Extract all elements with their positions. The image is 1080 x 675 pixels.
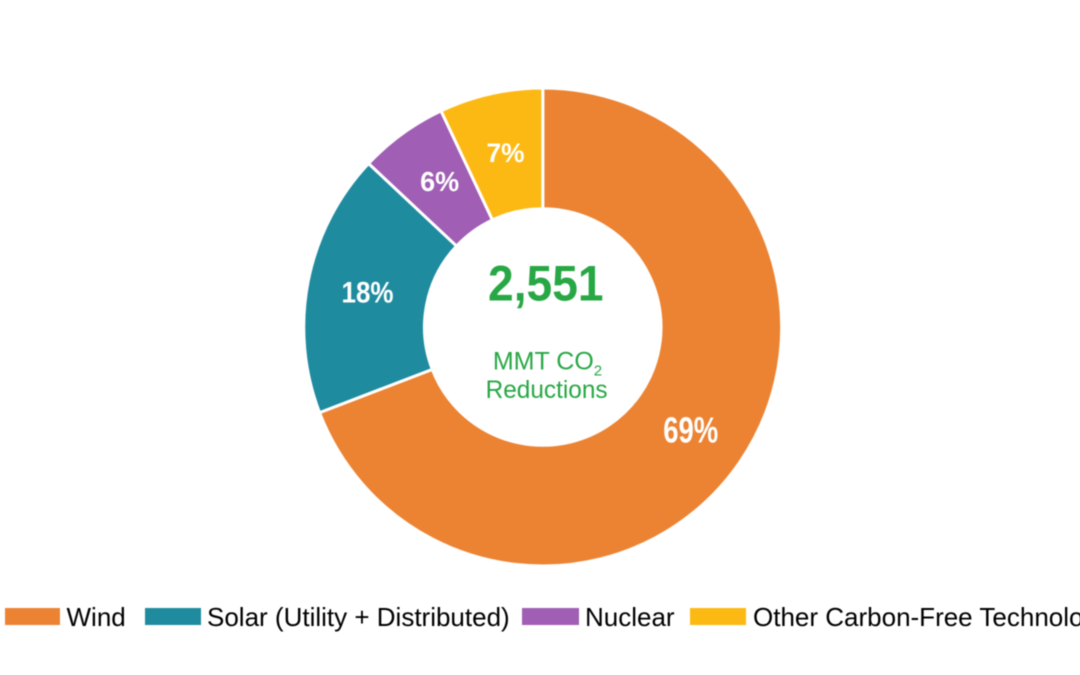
svg-text:MMT CO2: MMT CO2 [493, 347, 602, 379]
svg-text:2,551: 2,551 [488, 256, 604, 312]
svg-text:6%: 6% [420, 166, 459, 197]
svg-text:7%: 7% [487, 138, 525, 168]
svg-text:Reductions: Reductions [486, 376, 608, 404]
svg-text:69%: 69% [663, 409, 718, 450]
svg-text:18%: 18% [342, 277, 394, 310]
